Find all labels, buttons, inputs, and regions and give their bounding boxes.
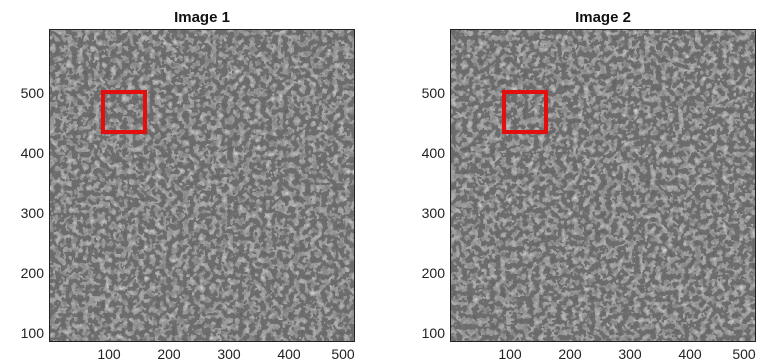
y-tick-label: 400 (421, 145, 445, 161)
y-tick-label: 100 (421, 325, 445, 341)
y-tick-label: 200 (20, 265, 44, 281)
image-panel-1: Image 1 500 400 300 200 100 100 200 300 … (0, 0, 355, 362)
speckle-image (450, 29, 756, 342)
x-tick-label: 400 (678, 346, 702, 362)
y-tick-label: 400 (20, 145, 44, 161)
panel-title: Image 2 (575, 9, 631, 26)
x-tick-label: 100 (498, 346, 522, 362)
panel-title: Image 1 (174, 9, 230, 26)
speckle-image (49, 29, 355, 342)
speckle-pattern-graphic (50, 30, 354, 341)
roi-box (101, 90, 147, 134)
y-tick-label: 100 (20, 325, 44, 341)
y-tick-label: 500 (421, 85, 445, 101)
x-tick-label: 500 (732, 346, 756, 362)
x-tick-label: 200 (157, 346, 181, 362)
y-tick-label: 500 (20, 85, 44, 101)
y-tick-label: 300 (421, 205, 445, 221)
y-tick-label: 300 (20, 205, 44, 221)
x-tick-label: 100 (97, 346, 121, 362)
x-tick-label: 400 (277, 346, 301, 362)
image-panel-2: Image 2 500 400 300 200 100 100 200 300 … (401, 0, 756, 362)
roi-box (502, 90, 548, 134)
y-tick-label: 200 (421, 265, 445, 281)
x-tick-label: 500 (331, 346, 355, 362)
x-tick-label: 200 (558, 346, 582, 362)
x-tick-label: 300 (217, 346, 241, 362)
speckle-pattern-graphic (451, 30, 755, 341)
x-tick-label: 300 (618, 346, 642, 362)
